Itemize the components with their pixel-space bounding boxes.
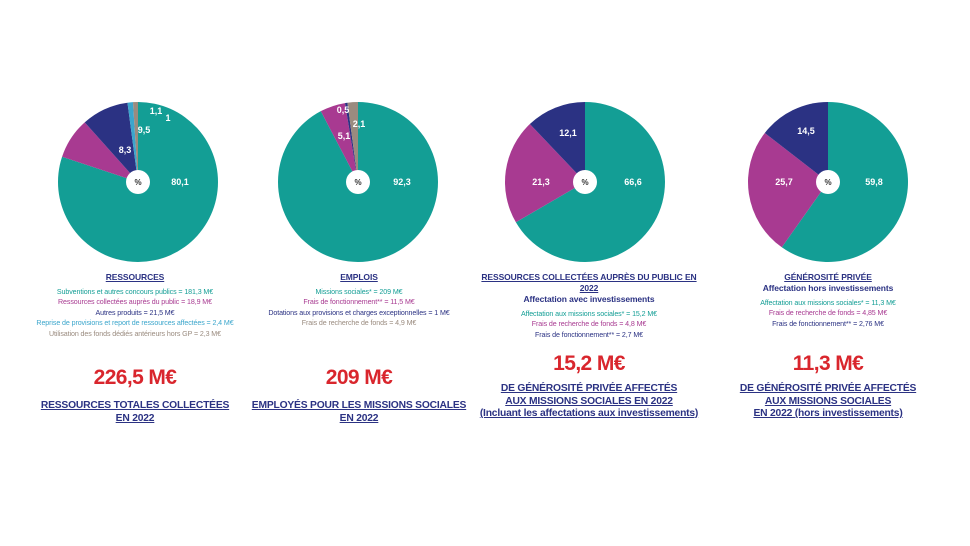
caption-line: EN 2022 bbox=[339, 412, 379, 424]
legend-item: Frais de fonctionnement** = 11,5 M€ bbox=[303, 298, 415, 307]
pie-slice-2 bbox=[320, 103, 358, 182]
legend: Affectation aux missions sociales* = 15,… bbox=[478, 309, 700, 340]
panel-heading: RESSOURCES bbox=[105, 272, 165, 282]
pie-slice-4 bbox=[347, 102, 358, 182]
headline-caption: EMPLOYÉS POUR LES MISSIONS SOCIALES EN 20… bbox=[248, 400, 470, 425]
pie-slice-1 bbox=[781, 102, 908, 262]
panel-legend-block: EMPLOIS Missions sociales* = 209 M€ Frais … bbox=[248, 272, 470, 329]
legend-item: Frais de recherche de fonds = 4,8 M€ bbox=[531, 320, 647, 329]
caption-line: AUX MISSIONS SOCIALES EN 2022 bbox=[505, 395, 673, 407]
legend: Affectation aux missions sociales* = 11,… bbox=[718, 298, 938, 329]
headline-caption: DE GÉNÉROSITÉ PRIVÉE AFFECTÉS AUX MISSION… bbox=[478, 383, 700, 421]
caption-line: EMPLOYÉS POUR LES MISSIONS SOCIALES bbox=[251, 400, 467, 411]
pie-slice-3 bbox=[764, 102, 828, 182]
pie-slice-3 bbox=[344, 102, 358, 182]
panel-legend-block: RESSOURCES Subventions et autres concours… bbox=[30, 272, 240, 339]
slice-value-label: 5,1 bbox=[338, 131, 351, 141]
pie-chart-1: 80,1 8,3 9,5 1,11% bbox=[57, 102, 218, 262]
slice-value-label: 59,8 bbox=[865, 177, 883, 187]
panel-heading: RESSOURCES COLLECTÉES AUPRÈS DU PUBLIC E… bbox=[481, 272, 697, 293]
legend: Missions sociales* = 209 M€ Frais de fonc… bbox=[248, 287, 470, 329]
pie-chart-3: 66,6 21,3 12,1% bbox=[505, 102, 665, 262]
legend-item: Affectation aux missions sociales* = 11,… bbox=[760, 299, 896, 307]
headline-caption: DE GÉNÉROSITÉ PRIVÉE AFFECTÉS AUX MISSION… bbox=[718, 383, 938, 421]
pie-center-hole bbox=[573, 170, 597, 194]
pie-chart-2: 92,3 5,1 0,52,1% bbox=[278, 102, 438, 262]
pie-slice-3 bbox=[529, 102, 585, 182]
slice-value-label: 66,6 bbox=[624, 177, 642, 187]
caption-line: EN 2022 bbox=[115, 412, 155, 424]
headline-caption: RESSOURCES TOTALES COLLECTÉES EN 2022 bbox=[30, 400, 240, 425]
slice-value-label: 2,1 bbox=[353, 119, 366, 129]
legend-item: Frais de fonctionnement** = 2,7 M€ bbox=[535, 330, 643, 339]
panel-legend-block: GÉNÉROSITÉ PRIVÉE Affectation hors invest… bbox=[718, 272, 938, 329]
pie-chart-4: 59,8 25,7 14,5% bbox=[748, 102, 908, 262]
slice-value-label: 9,5 bbox=[138, 125, 151, 135]
caption-line: (Incluant les affectations aux investiss… bbox=[479, 408, 699, 419]
pie-center-label: % bbox=[134, 178, 141, 187]
panel-heading: EMPLOIS bbox=[340, 272, 378, 282]
headline-amount: 226,5 M€ bbox=[93, 366, 177, 389]
legend-item: Frais de recherche de fonds = 4,9 M€ bbox=[301, 319, 417, 328]
legend-item: Subventions et autres concours publics =… bbox=[56, 288, 214, 296]
panel-2: 92,3 5,1 0,5 2,1% EMPLOIS Missions sociales* … bbox=[248, 0, 470, 546]
slice-value-label: 25,7 bbox=[775, 177, 793, 187]
legend-item: Affectation aux missions sociales* = 15,… bbox=[520, 310, 658, 318]
slice-value-label: 21,3 bbox=[532, 177, 550, 187]
panel-legend-block: RESSOURCES COLLECTÉES AUPRÈS DU PUBLIC E… bbox=[478, 272, 700, 340]
legend-item: Missions sociales* = 209 M€ bbox=[315, 288, 403, 296]
pie-center-label: % bbox=[354, 178, 361, 187]
pie-slice-5 bbox=[132, 102, 138, 182]
caption-line: DE GÉNÉROSITÉ PRIVÉE AFFECTÉS bbox=[739, 383, 917, 394]
slice-value-label: 92,3 bbox=[393, 177, 411, 187]
legend-item: Utilisation des fonds dédiés antérieurs … bbox=[49, 329, 221, 338]
panel-1: 80,1 8,3 9,5 1,1 1% RESSOURCES Subventions et … bbox=[30, 0, 240, 546]
slice-value-label: 80,1 bbox=[171, 177, 189, 187]
panel-4: 59,8 25,7 14,5% GÉNÉROSITÉ PRIVÉE Affectatio… bbox=[718, 0, 938, 546]
pie-center-label: % bbox=[581, 178, 588, 187]
slice-value-label: 14,5 bbox=[797, 126, 815, 136]
headline-amount: 209 M€ bbox=[325, 366, 393, 389]
slice-value-label: 12,1 bbox=[559, 128, 577, 138]
slice-value-label: 1 bbox=[165, 113, 170, 123]
legend-item: Dotations aux provisions et charges exce… bbox=[268, 308, 450, 317]
panel-subheading: Affectation hors investissements bbox=[762, 283, 894, 293]
pie-slice-2 bbox=[62, 122, 138, 182]
legend-item: Frais de fonctionnement** = 2,76 M€ bbox=[772, 319, 884, 328]
headline-amount: 15,2 M€ bbox=[553, 352, 625, 375]
pie-slice-2 bbox=[748, 132, 828, 248]
legend-item: Ressources collectées auprès du public =… bbox=[58, 298, 212, 307]
pie-center-label: % bbox=[824, 178, 831, 187]
pie-center-hole bbox=[816, 170, 840, 194]
panel-3: 66,6 21,3 12,1% RESSOURCES COLLECTÉES AUPRÈ… bbox=[478, 0, 700, 546]
panel-heading: GÉNÉROSITÉ PRIVÉE bbox=[784, 272, 872, 282]
headline-amount: 11,3 M€ bbox=[792, 352, 864, 375]
pie-slice-2 bbox=[505, 124, 585, 223]
pie-slice-4 bbox=[127, 102, 138, 182]
pie-slice-3 bbox=[84, 102, 138, 182]
slice-value-label: 1,1 bbox=[150, 106, 163, 116]
caption-line: DE GÉNÉROSITÉ PRIVÉE AFFECTÉS bbox=[500, 383, 678, 394]
legend-item: Autres produits = 21,5 M€ bbox=[95, 308, 175, 317]
slice-value-label: 0,5 bbox=[337, 105, 350, 115]
legend-item: Frais de recherche de fonds = 4,85 M€ bbox=[768, 309, 888, 318]
slice-value-label: 8,3 bbox=[119, 145, 132, 155]
caption-line: RESSOURCES TOTALES COLLECTÉES bbox=[40, 400, 230, 411]
pie-center-hole bbox=[126, 170, 150, 194]
pie-center-hole bbox=[346, 170, 370, 194]
caption-line: EN 2022 (hors investissements) bbox=[753, 408, 903, 419]
legend: Subventions et autres concours publics =… bbox=[30, 287, 240, 339]
legend-item: Reprise de provisions et report de resso… bbox=[36, 319, 234, 328]
caption-line: AUX MISSIONS SOCIALES bbox=[764, 395, 892, 407]
panel-subheading: Affectation avec investissements bbox=[523, 294, 655, 304]
